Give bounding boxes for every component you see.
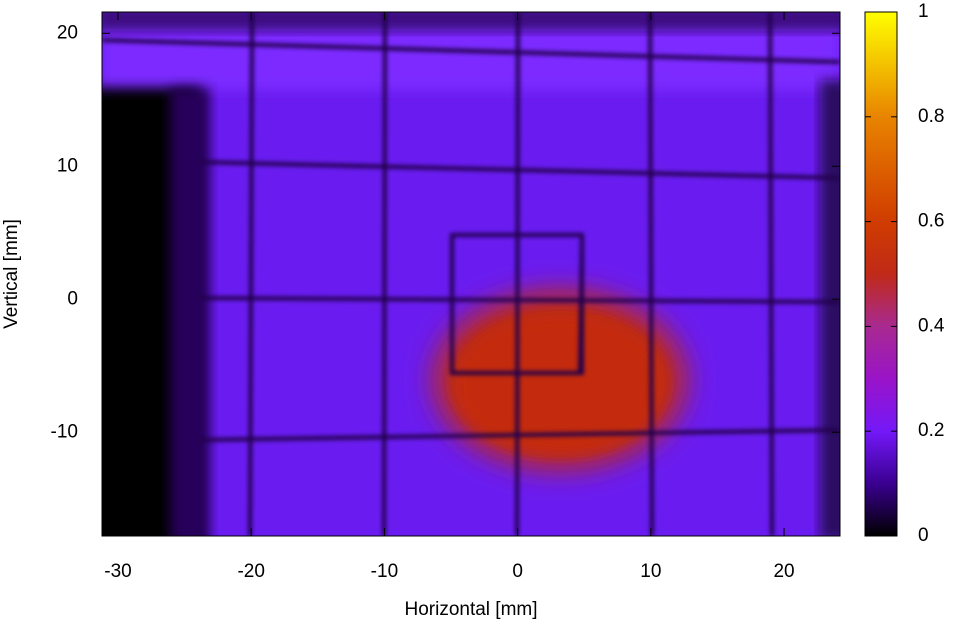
x-tick-label: -20: [237, 561, 264, 582]
colorbar-tick-label: 0.4: [918, 315, 945, 336]
colorbar-tick-label: 1: [918, 1, 929, 22]
y-axis-label: Vertical [mm]: [1, 219, 22, 329]
plot-frame: [101, 11, 841, 537]
colorbar-tick-label: 0: [918, 525, 929, 546]
x-tick-label: -10: [371, 561, 398, 582]
colorbar: [864, 11, 898, 537]
y-tick-label: 20: [57, 22, 78, 43]
y-tick-label: 10: [57, 155, 78, 176]
colorbar-tick-label: 0.8: [918, 106, 944, 127]
x-axis-label: Horizontal [mm]: [404, 599, 537, 620]
y-tick-label: -10: [51, 421, 78, 442]
heatmap-image: [102, 12, 840, 536]
y-tick-label: 0: [67, 288, 78, 309]
x-tick-label: 10: [640, 561, 661, 582]
x-tick-label: 20: [773, 561, 794, 582]
colorbar-tick-label: 0.2: [918, 420, 944, 441]
x-tick-label: -30: [104, 561, 131, 582]
colorbar-tick-label: 0.6: [918, 211, 944, 232]
x-tick-label: 0: [512, 561, 523, 582]
